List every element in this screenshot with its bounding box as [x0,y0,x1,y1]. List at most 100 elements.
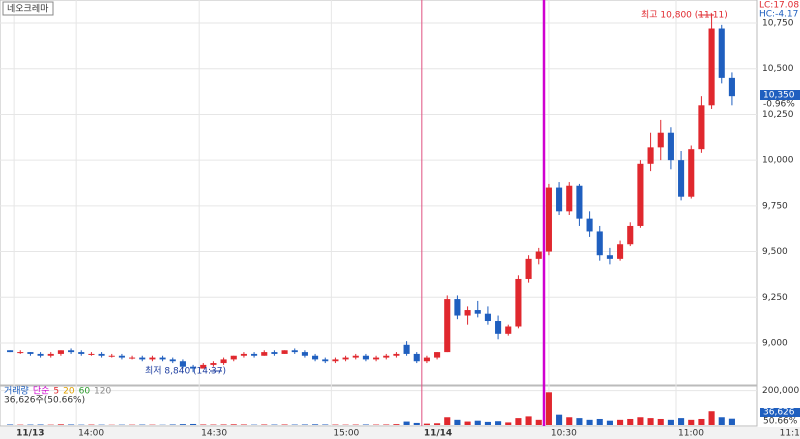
candle-body [576,185,583,219]
volume-bar [393,424,400,425]
candle-body [230,355,237,360]
candle-body [444,299,451,353]
stock-name-box [2,1,54,16]
volume-bar [68,424,75,425]
volume-bar [444,417,451,425]
volume-bar [545,392,552,425]
volume-legend-item: 60 [79,387,91,397]
candle-body [169,359,176,362]
volume-bar [301,424,308,425]
volume-legend-item: 120 [94,387,111,397]
candle-body [251,353,258,356]
candle-body [88,353,95,355]
volume-bar [454,419,461,425]
candle-body [484,313,491,322]
candle-body [505,326,512,334]
candle-body [495,321,502,334]
volume-bar [556,414,563,425]
candle-body [149,357,156,360]
volume-bar [667,419,674,425]
volume-bar [383,424,390,425]
candle-body [474,310,481,314]
candle-body [383,355,390,358]
y-tick-label: 200,000 [762,386,799,396]
volume-bar [728,418,735,425]
candle-body [545,187,552,252]
candle-body [606,255,613,259]
volume-bar [678,418,685,425]
candle-body [352,355,359,358]
current-price: 10,350 [763,91,795,101]
volume-legend-item: 5 [53,387,59,397]
candle-body [190,366,197,369]
volume-bar [586,419,593,425]
volume-legend-item: 단순 [33,386,50,397]
candle-body [332,359,339,362]
volume-bar [322,424,329,425]
hc-label: HC:-4.17 [759,10,798,20]
volume-bar [190,423,197,425]
volume-bar [220,424,227,425]
current-volume-ratio: 50.66% [763,417,798,427]
volume-bar [688,419,695,425]
volume-bar [484,421,491,425]
candle-body [647,147,654,164]
volume-bar [261,424,268,425]
volume-legend-item: 20 [63,387,75,397]
volume-bar [230,424,237,425]
volume-bar [403,421,410,425]
candle-body [393,353,400,356]
volume-bar [576,418,583,425]
volume-bar [474,420,481,425]
candle-body [617,244,624,259]
candle-body [7,350,14,353]
low-label: 최저 8,840 (14:37) [145,366,226,377]
candle-body [108,355,115,357]
volume-bar [515,418,522,425]
volume-bar [200,424,207,425]
candle-body [271,352,278,354]
volume-info: 36,626주(50.66%) [4,395,85,406]
volume-bar [423,423,430,425]
candle-body [667,132,674,161]
x-tick-label: 14:00 [78,429,104,439]
candle-body [210,363,217,365]
volume-bar [606,420,613,425]
x-tick-label: 10:30 [551,429,577,439]
x-tick-label: 11/13 [16,429,44,439]
candle-body [413,353,420,362]
x-tick-label: 15:00 [333,429,359,439]
volume-bar [37,424,44,425]
volume-bar [627,418,634,425]
volume-bar [179,424,186,425]
x-axis-bar [0,427,800,439]
candle-body [464,310,471,316]
candle-body [637,163,644,226]
volume-legend-item: 거래량 [4,385,29,397]
candle-body [698,105,705,150]
candle-body [535,251,542,259]
y-tick-label: 9,250 [762,293,788,303]
candle-body [118,355,125,358]
candle-body [515,278,522,327]
lc-label: LC:17.08 [759,1,799,11]
candle-body [261,352,268,356]
volume-bar [505,422,512,425]
candle-body [47,353,54,356]
current-change: -0.96% [763,100,795,110]
y-tick-label: 9,500 [762,247,788,257]
candle-body [403,344,410,354]
candle-body [281,350,288,354]
candle-body [301,352,308,356]
candle-body [434,352,441,358]
candle-body [200,364,207,369]
x-tick-label: 11:00 [678,429,704,439]
candle-body [129,357,136,359]
candle-body [657,132,664,148]
candle-body [556,187,563,212]
volume-bar [464,421,471,425]
volume-bar [637,417,644,425]
candle-body [688,149,695,197]
candle-body [240,353,247,356]
candle-body [68,350,75,353]
